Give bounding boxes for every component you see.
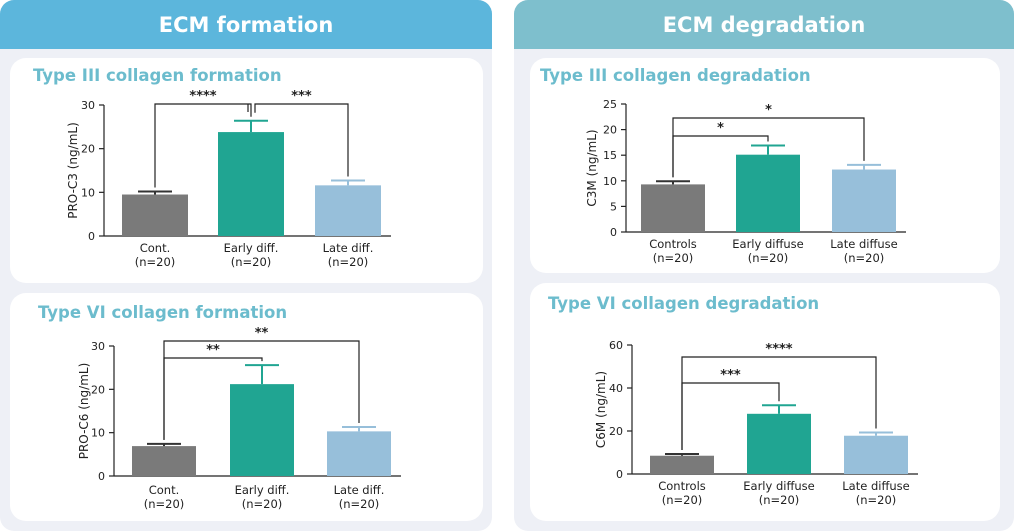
y-tick-label: 15	[603, 149, 617, 162]
y-tick-label: 10	[603, 175, 617, 188]
y-axis-label: C6M (ng/mL)	[594, 371, 608, 448]
y-tick-label: 0	[88, 230, 95, 243]
significance-label-0: ***	[720, 368, 741, 383]
bar-1	[736, 154, 800, 232]
type-vi-degradation-title: Type VI collagen degradation	[548, 294, 820, 313]
y-tick-label: 60	[609, 339, 623, 352]
x-tick-label-0: Controls	[649, 237, 697, 251]
x-tick-label-0: Cont.	[140, 241, 171, 255]
y-tick-label: 25	[603, 98, 617, 111]
significance-bracket-1	[254, 103, 349, 177]
bar-0	[650, 455, 714, 474]
bar-1	[218, 132, 284, 236]
significance-label-1: **	[255, 326, 269, 341]
y-tick-label: 5	[610, 200, 617, 213]
y-tick-label: 20	[81, 143, 95, 156]
y-axis-label: C3M (ng/mL)	[585, 129, 599, 206]
bar-0	[122, 194, 188, 236]
significance-bracket-0	[154, 103, 252, 188]
x-tick-n-1: (n=20)	[242, 497, 283, 511]
significance-label-0: ****	[189, 89, 216, 104]
y-tick-label: 20	[609, 425, 623, 438]
y-tick-label: 10	[81, 186, 95, 199]
x-tick-n-2: (n=20)	[339, 497, 380, 511]
x-tick-label-0: Controls	[658, 479, 706, 493]
type-iii-degradation-title: Type III collagen degradation	[540, 66, 811, 85]
x-tick-n-1: (n=20)	[748, 251, 789, 265]
x-tick-label-1: Early diff.	[235, 483, 290, 497]
x-tick-label-0: Cont.	[149, 483, 180, 497]
x-tick-label-2: Late diff.	[323, 241, 374, 255]
x-tick-n-2: (n=20)	[856, 493, 897, 507]
significance-label-1: ****	[765, 342, 792, 357]
y-axis-label: PRO-C6 (ng/mL)	[77, 363, 91, 460]
x-tick-n-0: (n=20)	[135, 255, 176, 269]
x-tick-n-1: (n=20)	[759, 493, 800, 507]
y-tick-label: 40	[609, 382, 623, 395]
y-tick-label: 0	[98, 470, 105, 483]
bar-0	[132, 446, 196, 476]
y-tick-label: 20	[603, 124, 617, 137]
y-tick-label: 30	[81, 99, 95, 112]
x-tick-n-0: (n=20)	[662, 493, 703, 507]
type-iii-formation-title: Type III collagen formation	[33, 66, 282, 85]
bar-2	[844, 435, 908, 474]
bar-2	[315, 185, 381, 236]
significance-bracket-1	[163, 340, 360, 440]
x-tick-label-1: Early diffuse	[743, 479, 814, 493]
significance-label-1: *	[765, 103, 772, 118]
type-vi-degradation-card	[530, 283, 1000, 521]
x-tick-n-2: (n=20)	[844, 251, 885, 265]
ecm-formation-header: ECM formation	[0, 0, 492, 49]
y-axis-label: PRO-C3 (ng/mL)	[66, 122, 80, 219]
y-tick-label: 30	[91, 340, 105, 353]
bar-0	[641, 184, 705, 232]
x-tick-n-0: (n=20)	[144, 497, 185, 511]
significance-label-1: ***	[291, 89, 312, 104]
y-tick-label: 0	[616, 468, 623, 481]
x-tick-label-2: Late diff.	[334, 483, 385, 497]
bar-1	[747, 413, 811, 474]
x-tick-label-1: Early diff.	[224, 241, 279, 255]
bar-2	[832, 169, 896, 232]
type-vi-formation-title: Type VI collagen formation	[38, 303, 288, 322]
significance-bracket-1	[681, 356, 877, 451]
x-tick-n-1: (n=20)	[231, 255, 272, 269]
significance-label-0: **	[206, 343, 220, 358]
ecm-degradation-panel: ECM degradation	[514, 0, 1014, 531]
x-tick-label-2: Late diffuse	[830, 237, 897, 251]
x-tick-label-1: Early diffuse	[732, 237, 803, 251]
bar-2	[327, 431, 391, 476]
x-tick-label-2: Late diffuse	[842, 479, 909, 493]
bar-1	[230, 384, 294, 476]
significance-bracket-1	[672, 117, 865, 178]
significance-label-0: *	[717, 121, 724, 136]
x-tick-n-2: (n=20)	[328, 255, 369, 269]
y-tick-label: 10	[91, 427, 105, 440]
y-tick-label: 0	[610, 226, 617, 239]
x-tick-n-0: (n=20)	[653, 251, 694, 265]
ecm-degradation-header: ECM degradation	[514, 0, 1014, 49]
y-tick-label: 20	[91, 383, 105, 396]
